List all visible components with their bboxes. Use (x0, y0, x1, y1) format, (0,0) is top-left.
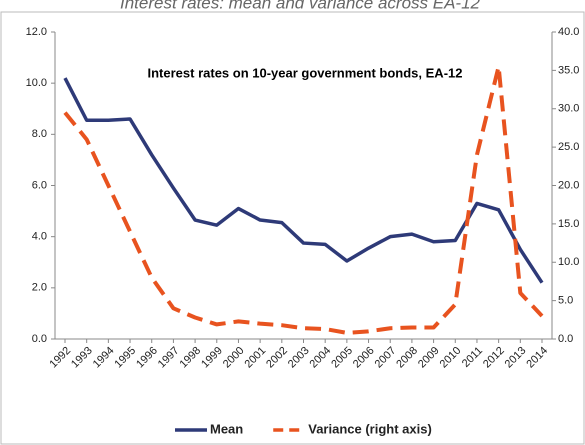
legend-label: Variance (right axis) (308, 421, 432, 436)
x-tick-label: 2002 (264, 345, 290, 371)
y2-tick-label: 35.0 (558, 64, 579, 76)
x-tick-label: 2004 (308, 345, 334, 371)
y2-tick-label: 20.0 (558, 179, 579, 191)
y2-tick-label: 25.0 (558, 141, 579, 153)
y-tick-label: 10.0 (26, 77, 47, 89)
legend-label: Mean (210, 421, 243, 436)
x-tick-label: 1992 (47, 345, 73, 371)
x-tick-label: 2001 (243, 345, 269, 371)
y-tick-label: 8.0 (32, 128, 47, 140)
y-tick-label: 12.0 (26, 26, 47, 38)
x-tick-label: 2005 (329, 345, 355, 371)
x-tick-label: 2007 (373, 345, 399, 371)
x-tick-label: 2000 (221, 345, 247, 371)
y2-tick-label: 10.0 (558, 256, 579, 268)
x-tick-label: 1999 (199, 345, 225, 371)
series-line (63, 64, 544, 335)
y-tick-label: 0.0 (32, 333, 47, 345)
x-tick-label: 2014 (524, 345, 550, 371)
x-tick-label: 2011 (460, 345, 485, 370)
frame (0, 11, 585, 445)
x-tick-label: 2009 (416, 345, 442, 371)
x-tick-label: 2010 (438, 345, 464, 371)
y2-tick-label: 0.0 (558, 333, 573, 345)
chart-subtitle: Interest rates on 10-year government bon… (148, 65, 463, 80)
series-line (63, 77, 544, 284)
y2-tick-label: 5.0 (558, 295, 573, 307)
y-tick-label: 2.0 (32, 282, 47, 294)
x-tick-label: 2006 (351, 345, 377, 371)
x-tick-label: 2003 (286, 345, 312, 371)
x-tick-label: 2013 (503, 345, 529, 371)
x-tick-label: 2012 (481, 345, 507, 371)
chart-title: Interest rates: mean and variance across… (120, 0, 481, 12)
y2-tick-label: 40.0 (558, 26, 579, 38)
x-tick-label: 1993 (69, 345, 95, 371)
x-tick-label: 1996 (134, 345, 160, 371)
x-tick-label: 1995 (112, 345, 138, 371)
x-tick-label: 1998 (177, 345, 203, 371)
x-tick-label: 1997 (156, 345, 182, 371)
x-tick-label: 1994 (91, 345, 117, 371)
y2-tick-label: 15.0 (558, 218, 579, 230)
x-tick-label: 2008 (394, 345, 420, 371)
y2-tick-label: 30.0 (558, 103, 579, 115)
y-tick-label: 6.0 (32, 179, 47, 191)
y-tick-label: 4.0 (32, 231, 47, 243)
